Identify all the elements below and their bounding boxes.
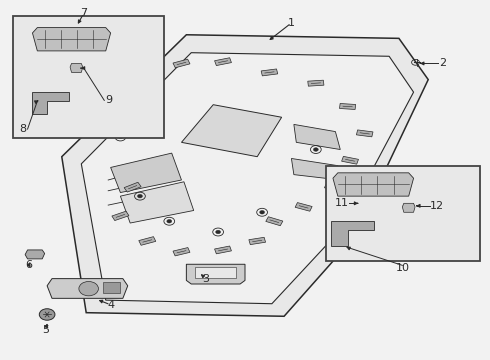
Circle shape <box>167 220 172 223</box>
Text: 12: 12 <box>429 201 443 211</box>
Circle shape <box>118 135 123 139</box>
Polygon shape <box>215 246 231 254</box>
Circle shape <box>39 309 55 320</box>
Polygon shape <box>173 59 190 68</box>
Polygon shape <box>121 182 194 223</box>
Polygon shape <box>47 279 128 298</box>
Circle shape <box>79 282 98 296</box>
Polygon shape <box>340 103 356 109</box>
Polygon shape <box>356 130 373 137</box>
Polygon shape <box>25 250 45 259</box>
Polygon shape <box>134 75 151 85</box>
Polygon shape <box>111 153 181 193</box>
Polygon shape <box>324 183 342 191</box>
Polygon shape <box>333 173 414 196</box>
Bar <box>13 16 164 138</box>
Text: 3: 3 <box>202 274 209 284</box>
Polygon shape <box>62 35 428 316</box>
Polygon shape <box>402 203 415 212</box>
Text: 1: 1 <box>288 18 295 28</box>
Bar <box>326 166 480 261</box>
Polygon shape <box>249 237 266 244</box>
Polygon shape <box>195 267 236 278</box>
Polygon shape <box>261 69 278 76</box>
Polygon shape <box>342 156 359 164</box>
Polygon shape <box>32 28 111 51</box>
Polygon shape <box>124 182 141 192</box>
Polygon shape <box>139 237 156 245</box>
Polygon shape <box>112 211 129 221</box>
Polygon shape <box>32 92 69 114</box>
Text: 8: 8 <box>19 124 26 134</box>
Text: 7: 7 <box>80 8 87 18</box>
Polygon shape <box>215 58 231 66</box>
Text: 11: 11 <box>335 198 349 208</box>
Polygon shape <box>331 221 374 246</box>
Text: 4: 4 <box>107 300 114 310</box>
Polygon shape <box>308 80 324 86</box>
Text: 6: 6 <box>25 260 32 270</box>
Polygon shape <box>181 105 282 157</box>
Polygon shape <box>70 63 83 72</box>
Circle shape <box>138 194 143 198</box>
Polygon shape <box>295 203 312 211</box>
Circle shape <box>314 148 318 151</box>
Polygon shape <box>81 53 414 304</box>
Text: 9: 9 <box>106 95 113 105</box>
Circle shape <box>260 211 265 214</box>
Polygon shape <box>292 158 340 180</box>
Polygon shape <box>103 282 121 293</box>
Polygon shape <box>186 264 245 284</box>
Polygon shape <box>266 217 283 226</box>
Polygon shape <box>173 248 190 256</box>
Polygon shape <box>294 125 340 149</box>
Circle shape <box>216 230 220 234</box>
Text: 5: 5 <box>42 325 49 335</box>
Text: 2: 2 <box>440 58 446 68</box>
Text: 10: 10 <box>395 263 409 273</box>
